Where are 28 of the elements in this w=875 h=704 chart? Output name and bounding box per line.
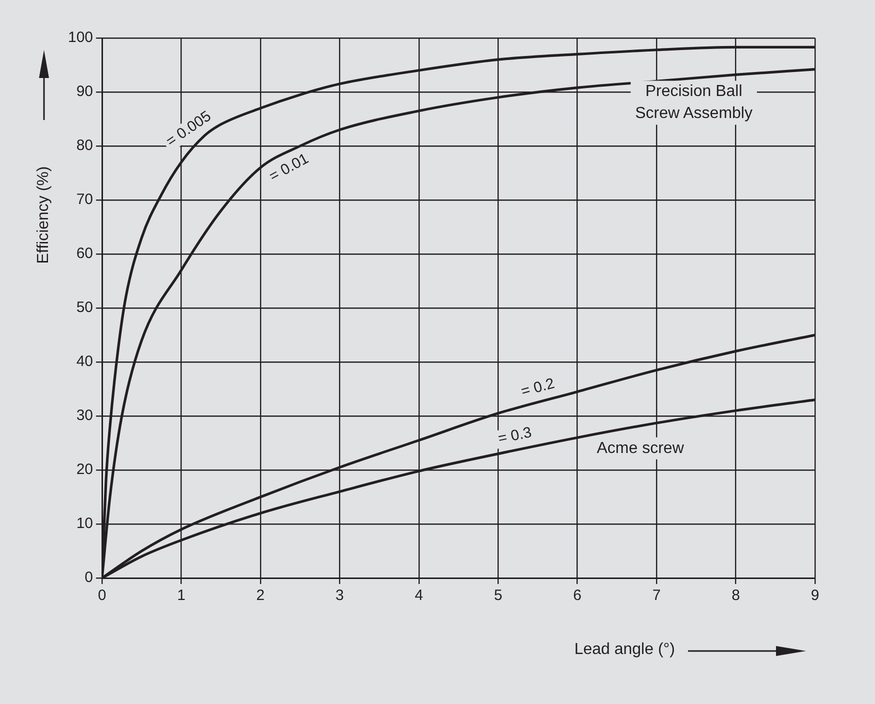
x-tick-label: 2 (256, 587, 265, 604)
x-tick-label: 0 (98, 587, 106, 604)
x-tick-label: 7 (652, 587, 661, 604)
text: = 0.2 (519, 374, 556, 400)
x-tick-label: 4 (414, 587, 424, 604)
x-tick-label: 8 (732, 587, 740, 604)
y-tick-label: 20 (76, 461, 94, 478)
y-tick-label: 40 (76, 353, 94, 370)
y-tick-label: 10 (76, 515, 94, 532)
text: = 0.3 (496, 424, 534, 448)
x-tick-label: 1 (177, 587, 186, 604)
y-tick-label: 100 (68, 29, 94, 46)
y-tick-label: 90 (76, 83, 94, 100)
y-tick-label: 50 (76, 299, 94, 316)
annotation: Precision Ball Screw Assembly (635, 83, 752, 122)
y-axis-title: Efficiency (%) (35, 166, 53, 264)
y-tick-label: 30 (76, 407, 94, 424)
y-tick-label: 60 (76, 245, 94, 262)
x-axis-title: Lead angle (°) (574, 641, 675, 659)
x-tick-label: 6 (573, 587, 582, 604)
x-tick-label: 5 (494, 587, 502, 604)
annotation: Acme screw (596, 440, 684, 457)
y-tick-label: 70 (76, 191, 94, 208)
y-tick-label: 80 (76, 137, 94, 154)
text: = 0.01 (266, 150, 312, 186)
x-tick-label: 9 (810, 587, 820, 604)
y-tick-label: 0 (84, 569, 94, 586)
x-tick-label: 3 (336, 587, 344, 604)
